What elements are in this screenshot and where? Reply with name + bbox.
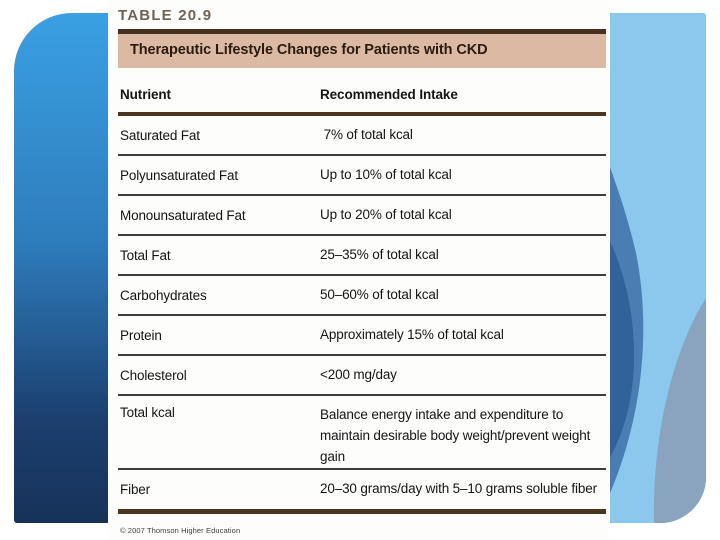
column-header-nutrient: Nutrient: [120, 87, 171, 102]
wave-gray-petal: [653, 298, 706, 523]
cell-nutrient: Cholesterol: [120, 367, 187, 383]
cell-nutrient: Saturated Fat: [120, 127, 200, 143]
cell-intake: Up to 20% of total kcal: [320, 206, 452, 222]
cell-intake: Balance energy intake and expenditure to…: [320, 407, 594, 464]
cell-intake: Up to 10% of total kcal: [320, 166, 452, 182]
table-row: Total kcal Balance energy intake and exp…: [118, 396, 606, 470]
cell-nutrient: Carbohydrates: [120, 287, 207, 303]
table-row: Saturated Fat 7% of total kcal: [118, 116, 606, 156]
table-row: Cholesterol <200 mg/day: [118, 356, 606, 396]
table-row: Carbohydrates 50–60% of total kcal: [118, 276, 606, 316]
cell-nutrient: Polyunsaturated Fat: [120, 167, 238, 183]
cell-intake: 20–30 grams/day with 5–10 grams soluble …: [320, 480, 597, 496]
table-figure: TABLE 20.9 Therapeutic Lifestyle Changes…: [108, 0, 610, 540]
cell-intake: 50–60% of total kcal: [320, 286, 439, 302]
table-number-label: TABLE 20.9: [118, 7, 213, 24]
table-row: Fiber 20–30 grams/day with 5–10 grams so…: [118, 470, 606, 514]
cell-intake: <200 mg/day: [320, 366, 397, 382]
table-title-banner: Therapeutic Lifestyle Changes for Patien…: [118, 29, 606, 68]
cell-nutrient: Total kcal: [120, 405, 175, 420]
cell-intake: 25–35% of total kcal: [320, 246, 439, 262]
table-row: Total Fat 25–35% of total kcal: [118, 236, 606, 276]
cell-intake: Approximately 15% of total kcal: [320, 326, 504, 342]
cell-nutrient: Fiber: [120, 481, 151, 497]
cell-intake: 7% of total kcal: [320, 126, 413, 142]
cell-nutrient: Total Fat: [120, 247, 171, 263]
table-column-headers: Nutrient Recommended Intake: [118, 68, 606, 116]
table-row: Monounsaturated Fat Up to 20% of total k…: [118, 196, 606, 236]
cell-nutrient: Monounsaturated Fat: [120, 207, 246, 223]
column-header-recommended-intake: Recommended Intake: [320, 87, 458, 102]
table-row: Polyunsaturated Fat Up to 10% of total k…: [118, 156, 606, 196]
copyright-notice: © 2007 Thomson Higher Education: [120, 525, 241, 535]
cell-nutrient: Protein: [120, 327, 162, 343]
table-row: Protein Approximately 15% of total kcal: [118, 316, 606, 356]
